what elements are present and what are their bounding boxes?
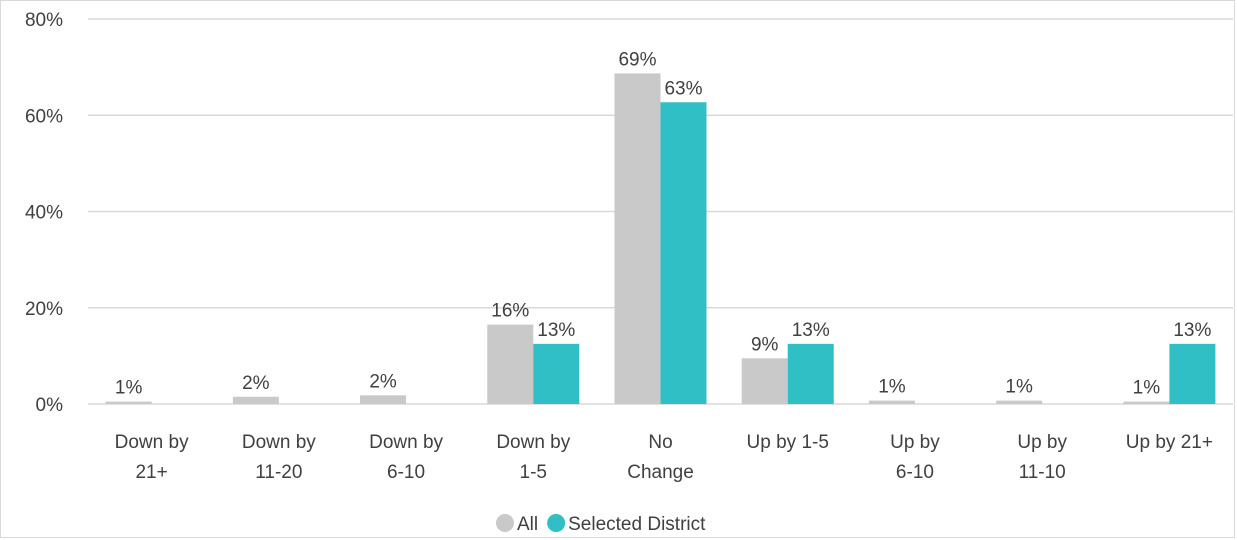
- y-axis: 0% 20% 40% 60% 80%: [25, 10, 63, 416]
- legend-label: Selected District: [568, 514, 706, 535]
- data-label: 13%: [537, 320, 575, 341]
- data-label: 13%: [792, 320, 830, 341]
- data-label: 16%: [491, 301, 529, 322]
- x-tick-label: 11-20: [255, 462, 302, 483]
- bar-all: [868, 400, 915, 404]
- data-label: 1%: [878, 377, 906, 398]
- bar-all: [1123, 401, 1170, 404]
- legend-label: All: [517, 514, 538, 535]
- bar-selected-district: [660, 102, 707, 404]
- data-label: 2%: [369, 371, 397, 392]
- x-tick-label: 6-10: [896, 462, 934, 483]
- x-tick-label: Down by: [496, 432, 570, 453]
- bar-all: [741, 358, 788, 404]
- data-labels: 1% 2% 2% 16% 13% 69% 63% 9% 13% 1% 1% 1% 13%: [115, 49, 1212, 398]
- x-tick-label: Up by: [1017, 432, 1067, 453]
- x-tick-label: Down by: [115, 432, 189, 453]
- data-label: 9%: [751, 334, 779, 355]
- data-label: 63%: [664, 78, 702, 99]
- x-tick-label: No: [648, 432, 672, 453]
- x-tick-label: Up by 1-5: [747, 432, 829, 453]
- bar-all: [996, 400, 1043, 404]
- x-tick-label: 21+: [135, 462, 167, 483]
- x-axis: Down by 21+ Down by 11-20 Down by 6-10 Down by…: [115, 432, 1213, 483]
- data-label: 69%: [618, 49, 656, 70]
- bar-selected-district: [787, 343, 834, 404]
- x-tick-label: 1-5: [520, 462, 547, 483]
- data-label: 2%: [242, 373, 270, 394]
- bar-all: [360, 395, 407, 404]
- bar-all: [487, 324, 534, 404]
- x-tick-label: Down by: [242, 432, 316, 453]
- data-label: 1%: [115, 378, 143, 399]
- y-tick-label: 0%: [36, 395, 64, 416]
- bar-selected-district: [1169, 343, 1216, 404]
- legend-marker: [547, 514, 566, 532]
- bar-all: [105, 401, 152, 404]
- y-tick-label: 60%: [25, 106, 63, 127]
- bar-all: [232, 396, 279, 404]
- data-label: 1%: [1133, 378, 1161, 399]
- y-tick-label: 20%: [25, 299, 63, 320]
- x-tick-label: Up by: [890, 432, 940, 453]
- bar-all: [614, 73, 661, 404]
- data-label: 1%: [1005, 377, 1033, 398]
- y-tick-label: 40%: [25, 203, 63, 224]
- legend-marker: [496, 514, 514, 532]
- x-tick-label: 11-10: [1019, 462, 1066, 483]
- data-label: 13%: [1173, 320, 1211, 341]
- x-tick-label: Down by: [369, 432, 443, 453]
- bars: [105, 73, 1216, 404]
- x-tick-label: 6-10: [387, 462, 425, 483]
- bar-selected-district: [533, 343, 580, 404]
- x-tick-label: Change: [627, 462, 694, 483]
- x-tick-label: Up by 21+: [1126, 432, 1213, 453]
- legend: All Selected District: [496, 514, 706, 535]
- y-tick-label: 80%: [25, 10, 63, 31]
